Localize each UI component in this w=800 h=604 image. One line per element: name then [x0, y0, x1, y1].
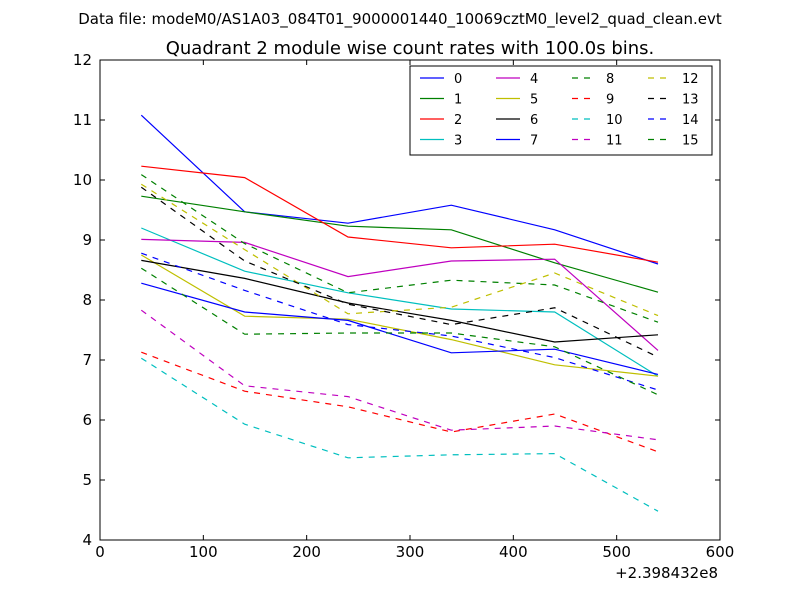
series-line-14: [141, 252, 659, 391]
y-tick-label: 8: [82, 291, 92, 309]
x-tick-label: 500: [602, 543, 631, 561]
x-axis-offset-label: +2.398432e8: [615, 564, 718, 582]
y-tick-label: 11: [73, 111, 92, 129]
x-tick-label: 400: [499, 543, 528, 561]
chart-title: Quadrant 2 module wise count rates with …: [166, 38, 655, 59]
y-tick-label: 12: [73, 51, 92, 69]
legend-label: 3: [454, 134, 462, 149]
x-tick-label: 0: [95, 543, 105, 561]
legend-label: 6: [530, 113, 538, 128]
x-tick-label: 300: [396, 543, 425, 561]
series-line-8: [140, 174, 659, 323]
series-line-9: [141, 351, 659, 453]
x-tick-label: 100: [189, 543, 218, 561]
y-tick-label: 7: [82, 351, 92, 369]
legend-label: 13: [682, 93, 699, 108]
legend-label: 5: [530, 93, 538, 108]
legend-label: 4: [530, 72, 538, 87]
legend-label: 2: [454, 113, 462, 128]
series-line-6: [141, 259, 659, 343]
series-line-13: [140, 186, 659, 358]
legend-label: 14: [682, 113, 699, 128]
series-line-10: [140, 357, 659, 512]
legend-label: 11: [606, 134, 623, 149]
series-line-3: [141, 227, 659, 377]
legend-label: 1: [454, 93, 462, 108]
y-tick-label: 5: [82, 471, 92, 489]
series-line-4: [141, 238, 659, 351]
legend-label: 9: [606, 93, 614, 108]
data-file-suptitle: Data file: modeM0/AS1A03_084T01_90000014…: [78, 10, 722, 29]
series-line-1: [141, 195, 659, 293]
legend-label: 12: [682, 72, 699, 87]
legend-label: 7: [530, 134, 538, 149]
series-line-2: [141, 165, 659, 263]
legend-label: 0: [454, 72, 462, 87]
legend-label: 10: [606, 113, 623, 128]
x-tick-label: 200: [292, 543, 321, 561]
y-tick-label: 10: [73, 171, 92, 189]
series-line-11: [140, 309, 659, 441]
y-tick-label: 9: [82, 231, 92, 249]
legend-label: 15: [682, 134, 699, 149]
series-line-0: [140, 114, 659, 265]
y-tick-label: 4: [82, 531, 92, 549]
series-line-15: [140, 267, 659, 396]
series-line-5: [140, 254, 659, 377]
series-layer: [140, 114, 659, 512]
x-tick-label: 600: [706, 543, 735, 561]
series-line-12: [140, 183, 659, 317]
legend-box: [409, 65, 713, 156]
series-line-7: [141, 282, 659, 375]
legend-label: 8: [606, 72, 614, 87]
y-tick-label: 6: [82, 411, 92, 429]
